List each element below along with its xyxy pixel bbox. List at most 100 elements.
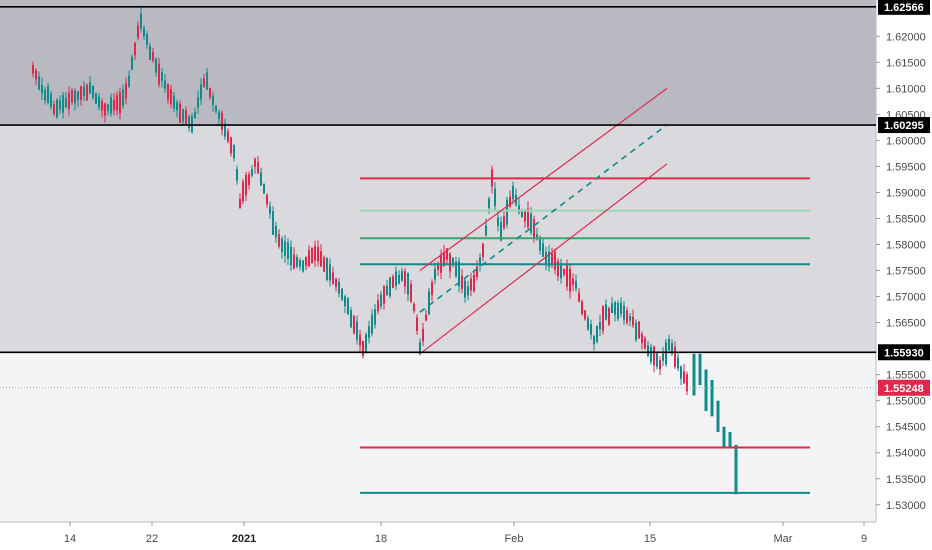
- candle-body: [686, 374, 688, 392]
- candle-body: [593, 335, 595, 345]
- candle-body: [494, 188, 496, 206]
- candle-body: [221, 112, 223, 131]
- candle-body: [206, 72, 208, 90]
- candle-body: [311, 247, 313, 263]
- candle-body: [620, 302, 622, 315]
- x-axis-background: [0, 522, 876, 550]
- candle-body: [473, 275, 475, 292]
- candle-body: [98, 96, 100, 108]
- candle-body: [404, 271, 406, 287]
- candle-body: [680, 366, 682, 379]
- candle-body: [518, 205, 520, 213]
- candle-body: [248, 173, 250, 186]
- candle-body: [644, 338, 646, 349]
- candle-body: [170, 89, 172, 105]
- projection-bar: [734, 444, 738, 495]
- candle-body: [437, 263, 439, 270]
- channel-upper-line[interactable]: [419, 87, 668, 272]
- candle-body: [479, 257, 481, 266]
- y-tick-label: 1.56500: [886, 318, 926, 330]
- candle-body: [527, 208, 529, 228]
- candle-body: [227, 131, 229, 142]
- projection-bar: [716, 400, 720, 432]
- candle-body: [536, 234, 538, 240]
- candle-body: [59, 100, 61, 110]
- candle-body: [530, 213, 532, 233]
- y-tick-label: 1.55000: [886, 396, 926, 408]
- candle-body: [65, 97, 67, 108]
- x-tick-label: 22: [146, 533, 158, 545]
- candle-body: [275, 226, 277, 238]
- candle-body: [68, 92, 70, 110]
- y-tick-label: 1.61500: [886, 57, 926, 69]
- candle-body: [212, 95, 214, 105]
- candle-body: [401, 270, 403, 281]
- candle-body: [443, 252, 445, 267]
- y-tick-label: 1.59000: [886, 187, 926, 199]
- candle-body: [35, 70, 37, 80]
- candle-body: [551, 253, 553, 266]
- y-tick-label: 1.57000: [886, 292, 926, 304]
- price-badge-label: 1.62566: [884, 2, 924, 14]
- candle-body: [584, 310, 586, 320]
- projection-bar: [710, 379, 714, 417]
- candle-body: [329, 264, 331, 281]
- y-tick-label: 1.54000: [886, 448, 926, 460]
- candle-body: [320, 251, 322, 267]
- candle-body: [425, 314, 427, 321]
- channel-mid-line[interactable]: [419, 124, 668, 313]
- candle-body: [341, 288, 343, 300]
- candle-body: [113, 99, 115, 111]
- candle-body: [116, 94, 118, 111]
- candle-body: [416, 317, 418, 331]
- candle-body: [149, 45, 151, 60]
- candle-body: [92, 85, 94, 98]
- candle-body: [215, 105, 217, 112]
- candle-body: [317, 246, 319, 262]
- candle-body: [389, 277, 391, 297]
- candle-body: [632, 316, 634, 326]
- candle-body: [368, 326, 370, 339]
- candle-body: [659, 360, 661, 370]
- candle-body: [524, 210, 526, 222]
- candle-body: [674, 346, 676, 367]
- candle-body: [251, 169, 253, 176]
- zone-upper: [0, 0, 876, 126]
- candle-body: [332, 272, 334, 284]
- price-badge: [878, 379, 930, 396]
- candle-body: [203, 78, 205, 88]
- candle-body: [470, 278, 472, 291]
- candle-body: [500, 222, 502, 241]
- candle-body: [107, 104, 109, 111]
- candle-body: [71, 90, 73, 103]
- candle-body: [365, 334, 367, 353]
- candle-body: [599, 321, 601, 329]
- projection-bar: [698, 353, 702, 386]
- x-tick-label: 14: [64, 533, 76, 545]
- candle-body: [629, 316, 631, 321]
- candle-body: [434, 269, 436, 280]
- candle-body: [182, 109, 184, 122]
- channel-lower-line[interactable]: [419, 163, 668, 355]
- candle-body: [449, 253, 451, 272]
- candle-body: [419, 342, 421, 354]
- candle-body: [362, 341, 364, 356]
- zone-lower: [0, 352, 876, 522]
- candle-body: [617, 302, 619, 319]
- candle-body: [539, 238, 541, 251]
- candle-body: [161, 72, 163, 81]
- candle-body: [266, 195, 268, 205]
- candle-body: [566, 264, 568, 287]
- candle-body: [554, 251, 556, 270]
- candle-body: [314, 245, 316, 261]
- candle-body: [611, 303, 613, 314]
- candle-body: [338, 282, 340, 294]
- candle-body: [665, 342, 667, 365]
- candle-body: [407, 272, 409, 295]
- candle-body: [563, 269, 565, 275]
- candle-body: [179, 103, 181, 123]
- candle-body: [413, 303, 415, 311]
- candle-body: [392, 276, 394, 288]
